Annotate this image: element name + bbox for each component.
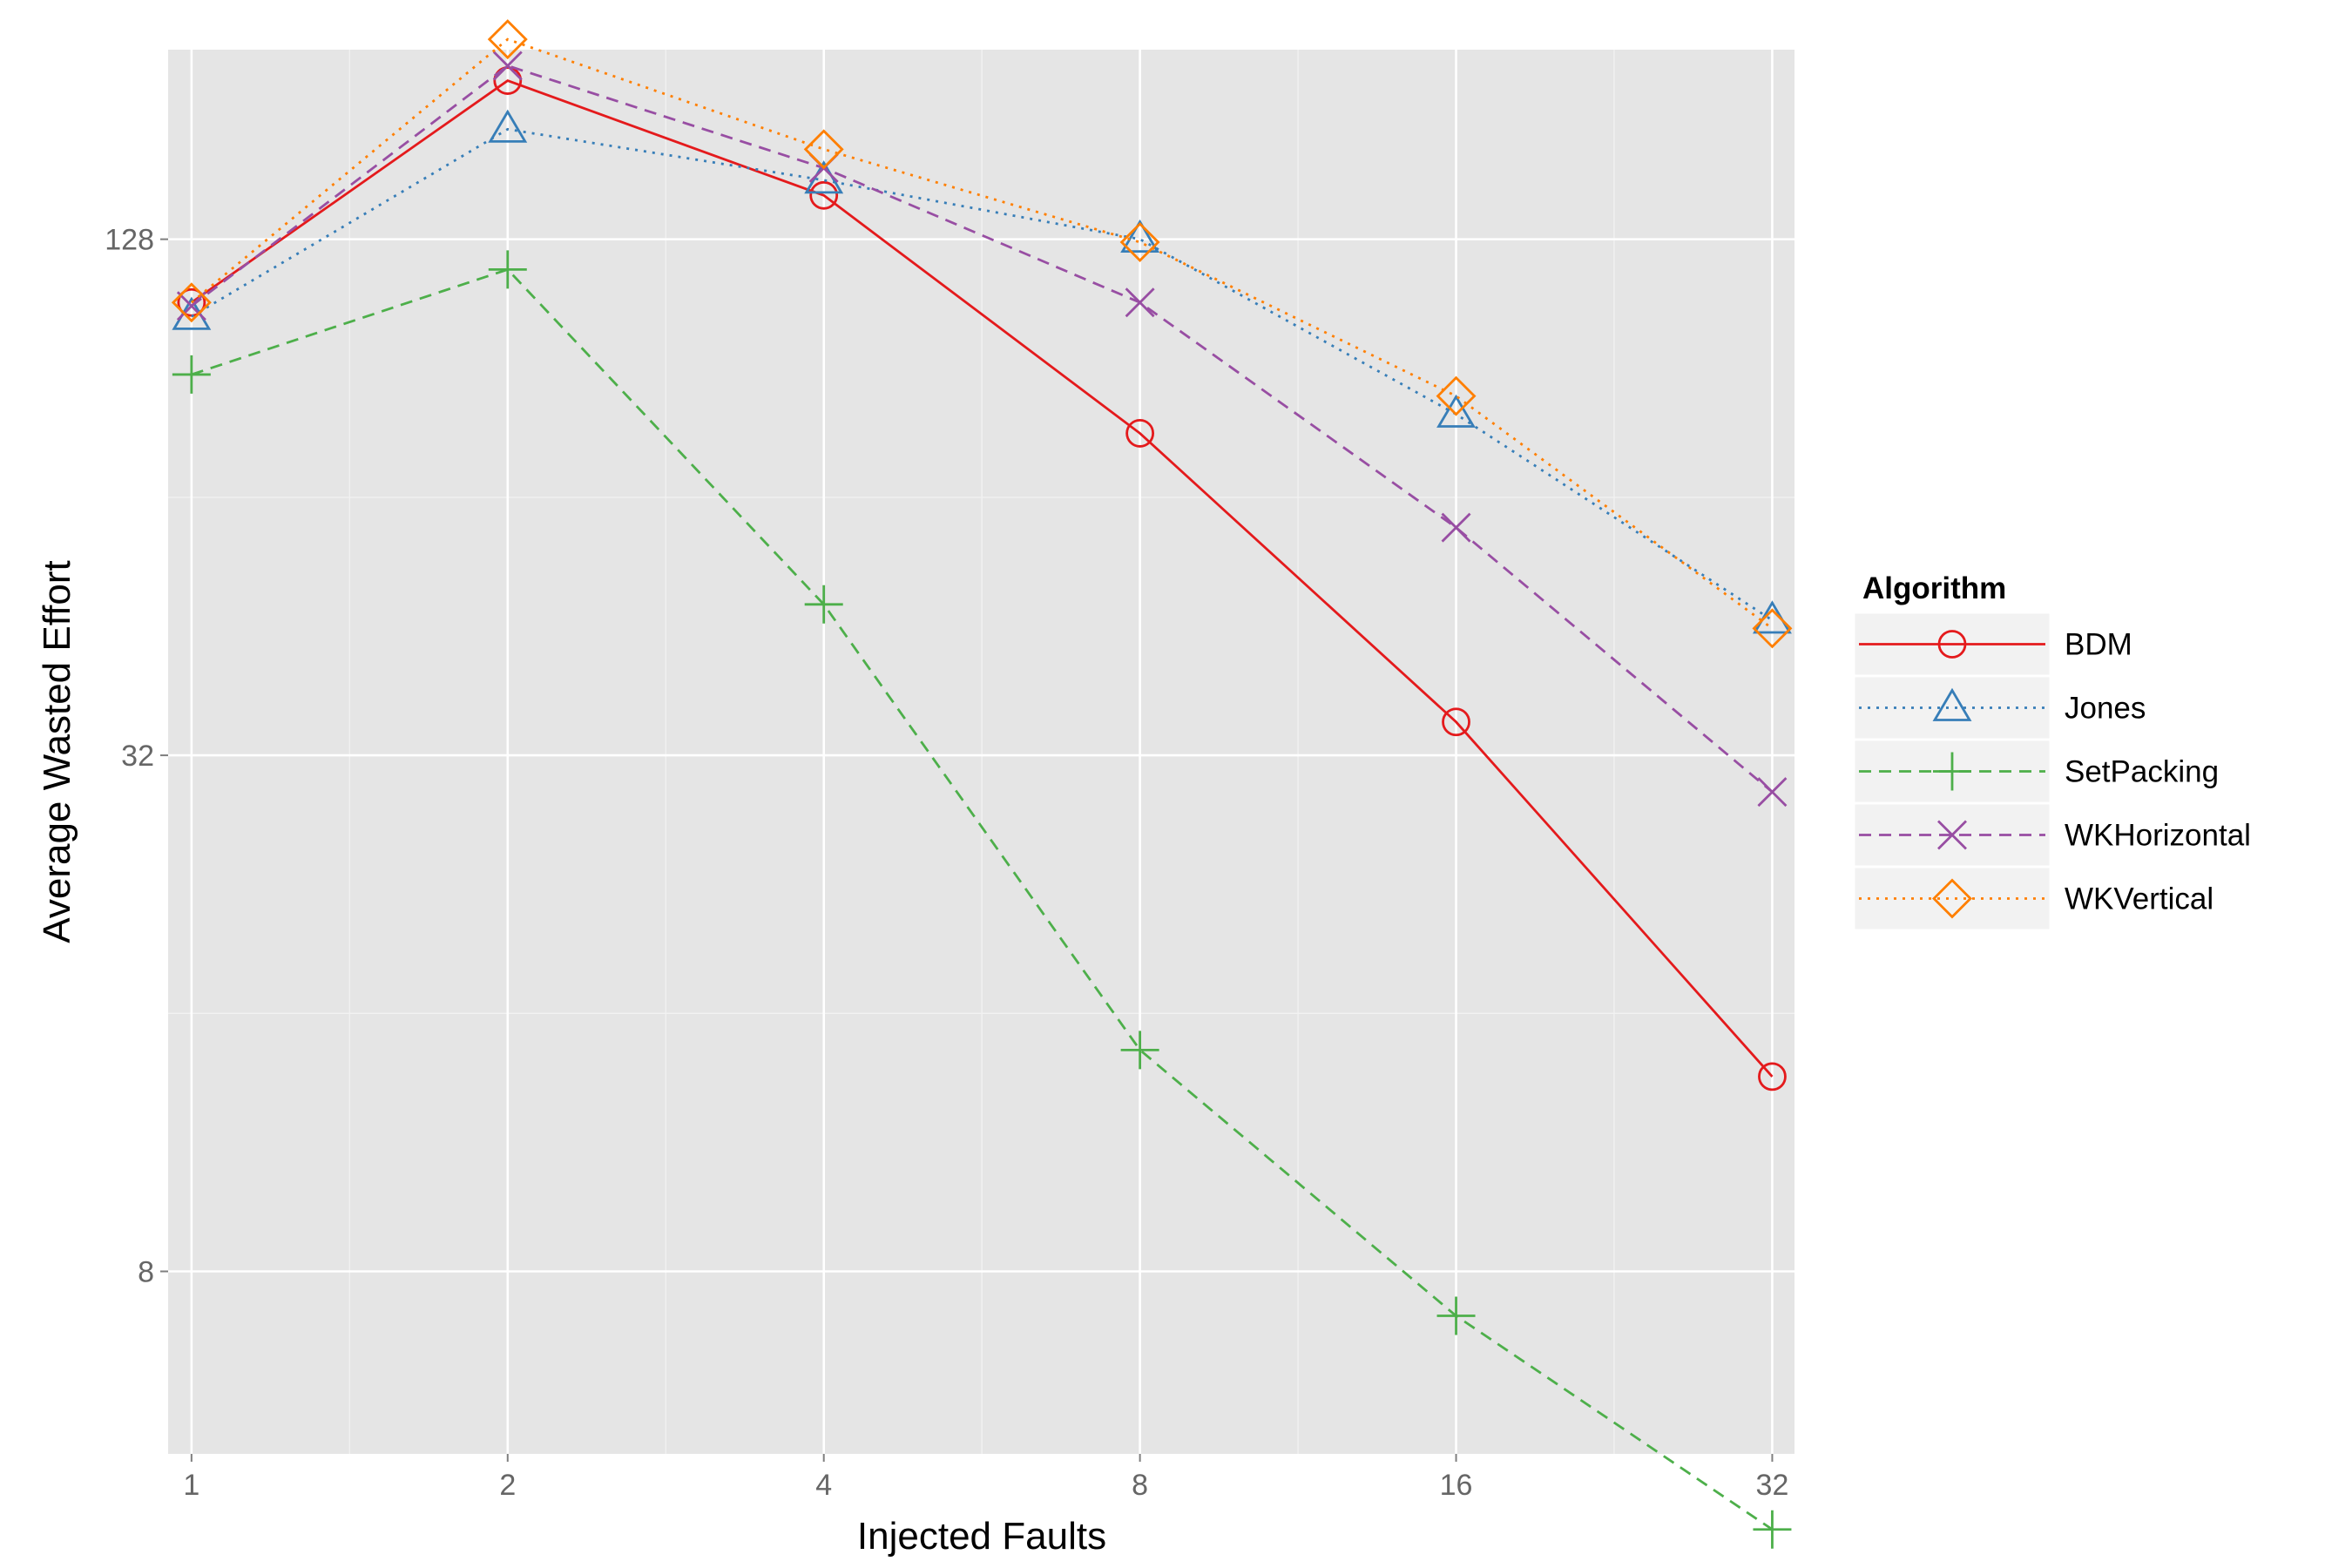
- legend-label-bdm: BDM: [2065, 628, 2132, 662]
- data-point-wkvertical: [1436, 375, 1477, 416]
- data-point-setpacking: [488, 250, 527, 289]
- data-point-bdm: [809, 180, 839, 210]
- legend-label-wkhorizontal: WKHorizontal: [2065, 819, 2251, 853]
- series-line-bdm: [191, 78, 1774, 1078]
- x-tick-label: 4: [815, 1469, 832, 1502]
- data-point-wkhorizontal: [1757, 777, 1788, 808]
- x-tick-label: 16: [1440, 1469, 1473, 1502]
- legend-marker-setpacking: [1933, 752, 1971, 791]
- data-point-wkhorizontal: [1125, 287, 1155, 318]
- y-tick-label: 32: [121, 740, 154, 773]
- x-tick-label: 8: [1132, 1469, 1148, 1502]
- data-point-setpacking: [1436, 1296, 1476, 1335]
- legend-label-setpacking: SetPacking: [2065, 755, 2219, 789]
- data-point-setpacking: [1753, 1510, 1792, 1549]
- legend-marker-jones: [1932, 687, 1972, 721]
- legend-title: Algorithm: [1862, 571, 2006, 605]
- legend: Algorithm BDM Jones SetPacking WKHorizontal…: [1852, 571, 2251, 932]
- series-line-wkhorizontal: [191, 64, 1774, 794]
- data-point-wkvertical: [803, 129, 844, 170]
- plot-panel: [168, 50, 1794, 1454]
- axes: 1 2 4 8 16 32 8 32 128: [105, 224, 1788, 1502]
- series-setpacking: [172, 250, 1792, 1549]
- legend-item-setpacking: SetPacking: [1852, 738, 2219, 805]
- data-point-wkvertical: [1752, 608, 1793, 649]
- series-line-jones: [191, 127, 1774, 622]
- data-point-jones: [1436, 394, 1476, 428]
- legend-item-jones: Jones: [1852, 674, 2146, 741]
- y-tick-label: 8: [138, 1256, 154, 1289]
- legend-key: [1852, 674, 2052, 741]
- data-point-wkvertical: [487, 19, 528, 60]
- data-point-wkhorizontal: [1441, 512, 1471, 543]
- data-series: [171, 19, 1793, 1549]
- grid-lines: [168, 50, 1794, 1454]
- y-axis-title: Average Wasted Effort: [36, 560, 78, 943]
- legend-marker-bdm: [1937, 630, 1967, 659]
- x-tick-label: 2: [499, 1469, 516, 1502]
- data-point-setpacking: [1120, 1031, 1159, 1070]
- x-tick-label: 1: [183, 1469, 199, 1502]
- data-point-bdm: [1758, 1062, 1787, 1092]
- data-point-wkhorizontal: [176, 291, 206, 321]
- data-point-setpacking: [804, 585, 843, 624]
- x-axis-title: Injected Faults: [857, 1515, 1106, 1558]
- legend-item-bdm: BDM: [1852, 611, 2132, 678]
- series-wkhorizontal: [176, 51, 1788, 808]
- data-point-bdm: [493, 66, 523, 95]
- data-point-wkhorizontal: [492, 51, 523, 81]
- data-point-wkvertical: [171, 282, 212, 323]
- data-point-bdm: [1125, 419, 1155, 448]
- legend-item-wkhorizontal: WKHorizontal: [1852, 801, 2251, 868]
- data-point-jones: [1120, 219, 1160, 253]
- series-wkvertical: [171, 19, 1793, 649]
- data-point-bdm: [1442, 707, 1470, 737]
- legend-marker-wkvertical: [1932, 878, 1972, 919]
- legend-label-jones: Jones: [2065, 692, 2146, 726]
- x-tick-label: 32: [1756, 1469, 1789, 1502]
- data-point-setpacking: [172, 355, 211, 394]
- data-point-jones: [488, 109, 528, 143]
- legend-label-wkvertical: WKVertical: [2065, 882, 2213, 916]
- legend-marker-wkhorizontal: [1937, 820, 1967, 850]
- y-tick-label: 128: [105, 224, 154, 257]
- legend-key: [1852, 865, 2052, 932]
- data-point-wkvertical: [1119, 222, 1160, 262]
- series-line-setpacking: [191, 267, 1774, 1531]
- legend-item-wkvertical: WKVertical: [1852, 865, 2213, 932]
